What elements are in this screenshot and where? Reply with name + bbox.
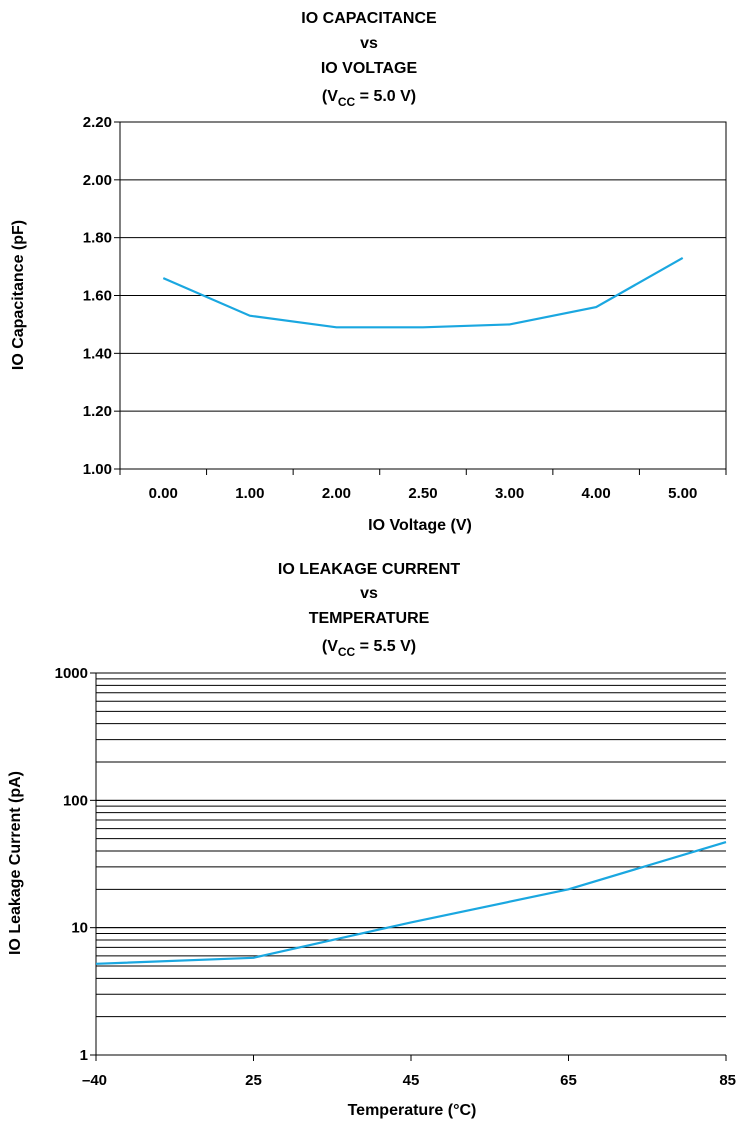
chart1-y-tick-labels: 1.00 1.20 1.40 1.60 1.80 2.00 2.20 bbox=[83, 114, 112, 478]
chart1-gridlines bbox=[120, 179, 726, 412]
chart2-condition-main: (V bbox=[322, 638, 338, 655]
chart2-y-tick-label: 1 bbox=[80, 1047, 88, 1064]
chart2-title-line-3: TEMPERATURE bbox=[309, 610, 430, 627]
chart2-x-axis-label: Temperature (°C) bbox=[348, 1102, 477, 1119]
chart1-condition-rest: = 5.0 V) bbox=[355, 88, 416, 105]
chart2-x-tick-label: 45 bbox=[403, 1072, 420, 1089]
chart1-x-tick-labels: 0.00 1.00 2.00 2.50 3.00 4.00 5.00 bbox=[149, 485, 698, 502]
chart1-x-tick-label: 4.00 bbox=[582, 485, 611, 502]
chart2-x-tick-label: 65 bbox=[560, 1072, 577, 1089]
chart1-y-tick-label: 2.20 bbox=[83, 114, 112, 131]
chart1-x-tick-label: 5.00 bbox=[668, 485, 697, 502]
chart2-tick-marks bbox=[90, 672, 727, 1061]
chart1-condition-main: (V bbox=[322, 88, 338, 105]
chart2-y-tick-label: 1000 bbox=[55, 665, 88, 682]
chart2-y-axis-label: IO Leakage Current (pA) bbox=[7, 771, 24, 955]
chart1-tick-marks bbox=[114, 121, 727, 475]
chart1-title-line-2: vs bbox=[360, 35, 378, 52]
chart2-x-tick-label: 25 bbox=[245, 1072, 262, 1089]
capacitance-chart: IO CAPACITANCE vs IO VOLTAGE (VCC = 5.0 … bbox=[10, 10, 727, 534]
chart2-y-tick-label: 10 bbox=[71, 920, 88, 937]
chart1-y-tick-label: 1.40 bbox=[83, 345, 112, 362]
chart1-condition-sub: CC bbox=[338, 95, 356, 109]
chart1-y-tick-label: 1.80 bbox=[83, 230, 112, 247]
chart1-title-line-3: IO VOLTAGE bbox=[321, 60, 418, 77]
chart2-x-tick-label: –40 bbox=[82, 1072, 107, 1089]
chart1-x-tick-label: 2.00 bbox=[322, 485, 351, 502]
chart1-y-axis-label: IO Capacitance (pF) bbox=[10, 220, 27, 370]
chart2-series-line bbox=[95, 841, 727, 965]
chart2-title-line-2: vs bbox=[360, 585, 378, 602]
chart1-x-axis-label: IO Voltage (V) bbox=[368, 517, 472, 534]
chart2-condition-rest: = 5.5 V) bbox=[355, 638, 416, 655]
chart1-x-tick-label: 2.50 bbox=[408, 485, 437, 502]
chart1-y-tick-label: 1.20 bbox=[83, 403, 112, 420]
chart1-y-tick-label: 2.00 bbox=[83, 172, 112, 189]
chart1-series-line bbox=[162, 256, 684, 329]
chart2-condition: (VCC = 5.5 V) bbox=[322, 638, 416, 659]
chart2-gridlines bbox=[96, 672, 726, 1018]
chart2-x-tick-labels: –40 25 45 65 85 bbox=[82, 1072, 736, 1089]
chart1-x-tick-label: 3.00 bbox=[495, 485, 524, 502]
chart2-title-line-1: IO LEAKAGE CURRENT bbox=[278, 561, 460, 578]
chart2-x-tick-label: 85 bbox=[719, 1072, 736, 1089]
chart1-x-tick-label: 0.00 bbox=[149, 485, 178, 502]
chart2-y-tick-label: 100 bbox=[63, 792, 88, 809]
chart2-condition-sub: CC bbox=[338, 645, 356, 659]
chart1-y-tick-label: 1.00 bbox=[83, 461, 112, 478]
chart2-y-tick-labels: 1 10 100 1000 bbox=[55, 665, 88, 1064]
chart1-condition: (VCC = 5.0 V) bbox=[322, 88, 416, 109]
chart1-x-tick-label: 1.00 bbox=[235, 485, 264, 502]
chart1-title-line-1: IO CAPACITANCE bbox=[301, 10, 437, 27]
leakage-chart: IO LEAKAGE CURRENT vs TEMPERATURE (VCC =… bbox=[7, 561, 736, 1119]
chart1-y-tick-label: 1.60 bbox=[83, 288, 112, 305]
